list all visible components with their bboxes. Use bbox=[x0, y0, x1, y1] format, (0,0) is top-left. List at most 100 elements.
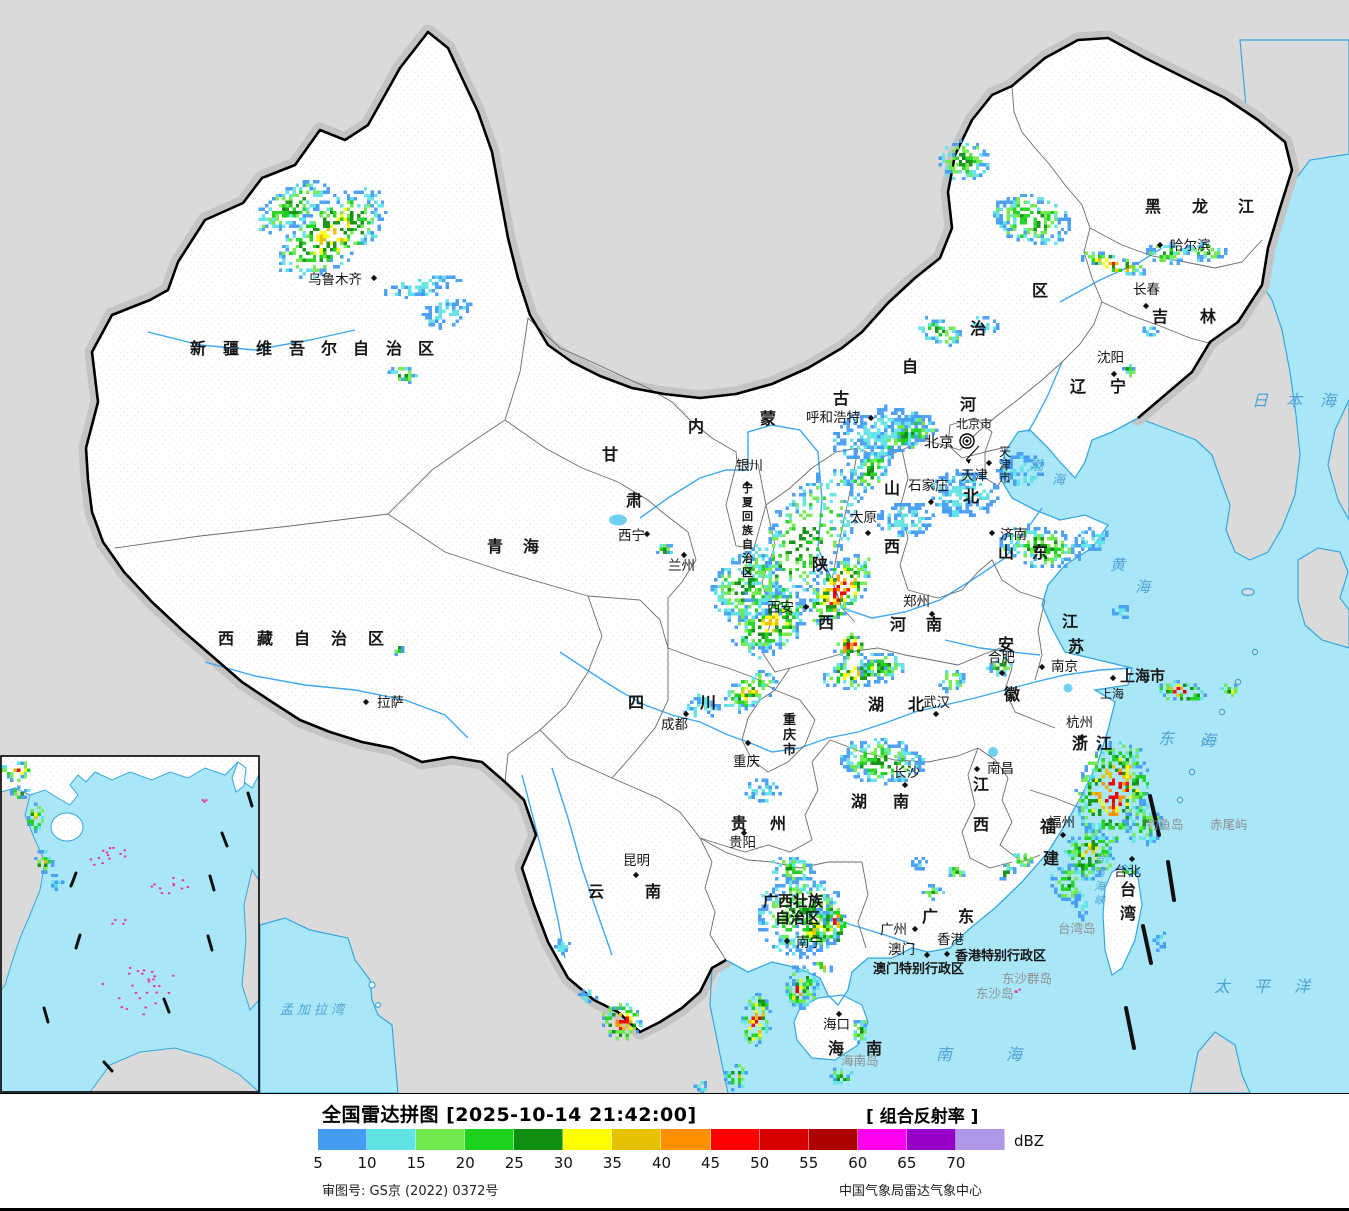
city-label: 济南 bbox=[1000, 527, 1027, 543]
province-label: 自 bbox=[294, 629, 310, 648]
province-label: 湖 bbox=[851, 792, 867, 811]
province-label: 海 bbox=[523, 537, 539, 556]
city-label: 拉萨 bbox=[377, 695, 404, 711]
colorbar-tick: 5 bbox=[313, 1154, 323, 1172]
colorbar-segment-20 bbox=[465, 1129, 514, 1150]
province-label: 自 bbox=[742, 537, 753, 551]
city-label: 南京 bbox=[1051, 659, 1078, 675]
colorbar-segment-45 bbox=[711, 1129, 760, 1150]
colorbar-tick: 40 bbox=[652, 1154, 671, 1172]
province-label: 州 bbox=[769, 814, 786, 833]
sea-label: 黄 bbox=[1110, 556, 1127, 574]
province-label: 建 bbox=[1043, 849, 1059, 868]
sea-label: 太 bbox=[1214, 977, 1232, 996]
province-label: 浙 bbox=[1072, 734, 1088, 753]
city-label: 南宁 bbox=[796, 934, 823, 951]
province-label: 自治区 bbox=[775, 909, 820, 927]
unit-label: dBZ bbox=[1014, 1132, 1044, 1150]
city-label: 广州 bbox=[880, 922, 907, 938]
jeju-island bbox=[1242, 589, 1254, 596]
city-label: 合肥 bbox=[988, 650, 1015, 666]
colorbar-segment-65 bbox=[907, 1129, 956, 1150]
province-label: 青 bbox=[487, 537, 503, 556]
colorbar-tick: 20 bbox=[456, 1154, 475, 1172]
city-label: 海口 bbox=[823, 1017, 850, 1033]
province-label: 江 bbox=[1238, 197, 1254, 216]
china-radar-map: 黑龙江吉林辽宁内蒙古自治区新疆维吾尔自治区西藏自治区青海甘肃陕西山西河北山东河南… bbox=[0, 0, 1349, 1093]
province-label: 区 bbox=[742, 566, 753, 579]
province-label: 重 bbox=[783, 712, 796, 728]
city-label: 贵阳 bbox=[729, 835, 756, 851]
province-label: 山 bbox=[998, 543, 1014, 562]
city-label: 台北 bbox=[1114, 864, 1142, 880]
colorbar-segment-30 bbox=[563, 1129, 612, 1150]
province-label: 回 bbox=[742, 509, 753, 523]
product-label: [ 组合反射率 ] bbox=[866, 1102, 978, 1127]
province-label: 新 bbox=[190, 339, 206, 358]
city-label: 武汉 bbox=[923, 695, 951, 711]
province-label: 河 bbox=[960, 395, 976, 414]
colorbar-tick: 10 bbox=[358, 1154, 377, 1172]
sea-label: 海 bbox=[1200, 731, 1218, 750]
island-label: 台湾岛 bbox=[1058, 921, 1096, 936]
colorbar-tick: 60 bbox=[848, 1154, 867, 1172]
colorbar-segment-60 bbox=[858, 1129, 907, 1150]
province-label: 古 bbox=[833, 389, 849, 408]
city-label: 长沙 bbox=[893, 765, 920, 781]
sea-label: 渤 bbox=[1030, 459, 1045, 474]
map-title: 全国雷达拼图 [2025-10-14 21:42:00] bbox=[322, 1100, 697, 1127]
municipality-label: 津 bbox=[999, 458, 1011, 472]
island-label: 东沙群岛 bbox=[1002, 971, 1052, 986]
colorbar-segment-25 bbox=[514, 1129, 563, 1150]
province-label: 西 bbox=[218, 629, 234, 648]
province-label: 台 bbox=[1120, 880, 1136, 899]
city-label: 杭州 bbox=[1066, 715, 1093, 731]
province-label: 南 bbox=[926, 615, 942, 634]
province-label: 西 bbox=[818, 613, 834, 632]
colorbar-tick: 25 bbox=[505, 1154, 524, 1172]
province-label: 云 bbox=[588, 882, 604, 901]
qinghai-lake bbox=[609, 515, 627, 526]
inset-hainan bbox=[51, 813, 83, 841]
colorbar-segment-15 bbox=[416, 1129, 465, 1150]
city-label: 石家庄 bbox=[908, 477, 949, 494]
ryukyu-island bbox=[1189, 769, 1194, 774]
province-label: 庆 bbox=[782, 727, 796, 743]
city-label: 天津 bbox=[961, 468, 988, 484]
island-label: 赤尾屿 bbox=[1210, 817, 1248, 832]
province-label: 江 bbox=[1096, 734, 1112, 753]
city-label: 西安 bbox=[767, 600, 794, 616]
city-label: 乌鲁木齐 bbox=[308, 272, 362, 288]
poyang-lake bbox=[988, 747, 998, 757]
taihu-lake bbox=[1064, 684, 1073, 693]
province-label: 吾 bbox=[289, 339, 305, 358]
municipality-label: 上海 bbox=[1100, 686, 1124, 701]
province-label: 徽 bbox=[1003, 685, 1021, 704]
city-label: 澳门 bbox=[888, 942, 915, 958]
colorbar-tick: 55 bbox=[799, 1154, 818, 1172]
province-label: 内 bbox=[688, 417, 704, 436]
radar-echo-region bbox=[853, 1020, 867, 1044]
province-label: 湖 bbox=[868, 695, 884, 714]
andaman-island bbox=[369, 982, 375, 988]
province-label: 川 bbox=[699, 693, 716, 712]
province-label: 林 bbox=[1200, 307, 1216, 326]
province-label: 治 bbox=[331, 629, 347, 648]
sea-label: 台 bbox=[1094, 852, 1106, 865]
province-label: 东 bbox=[1032, 543, 1048, 562]
colorbar-segment-70 bbox=[956, 1129, 1005, 1150]
sea-label: 本 bbox=[1286, 391, 1304, 410]
province-label: 夏 bbox=[742, 496, 754, 509]
colorbar-tick: 50 bbox=[750, 1154, 769, 1172]
reflectivity-colorbar bbox=[318, 1129, 1005, 1150]
legend-panel: 全国雷达拼图 [2025-10-14 21:42:00] [ 组合反射率 ] 5… bbox=[0, 1093, 1349, 1206]
colorbar-segment-50 bbox=[760, 1129, 809, 1150]
province-label: 区 bbox=[418, 339, 434, 358]
sea-label: 海 bbox=[1135, 578, 1152, 596]
province-label: 陕 bbox=[812, 555, 828, 574]
ryukyu-island bbox=[1252, 649, 1257, 654]
colorbar-tick: 45 bbox=[701, 1154, 720, 1172]
province-label: 江 bbox=[973, 775, 989, 794]
